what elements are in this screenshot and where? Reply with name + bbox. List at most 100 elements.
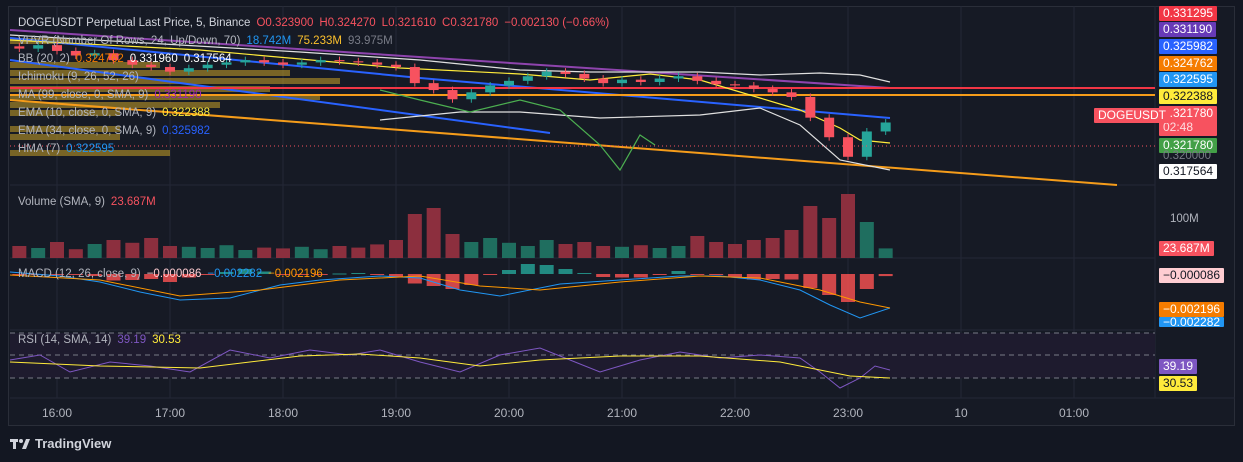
- macd-legend[interactable]: MACD (12, 26, close, 9) −0.000086 −0.00228…: [18, 268, 329, 280]
- candle: [278, 62, 288, 65]
- macd-histogram-bar: [709, 274, 724, 275]
- macd-histogram-bar: [351, 273, 366, 274]
- volume-bar: [294, 246, 309, 258]
- vpvr-down: 75.233M: [297, 35, 342, 47]
- volume-bar: [125, 242, 140, 258]
- ma99-line: [9, 29, 891, 89]
- symbol-legend[interactable]: DOGEUSDT Perpetual Last Price, 5, Binanc…: [18, 17, 615, 29]
- tradingview-logo-icon: [10, 438, 30, 449]
- ma-label: MA (99, close, 0, SMA, 9): [18, 89, 149, 101]
- candle: [165, 67, 175, 72]
- ichimoku-label: Ichimoku (9, 26, 52, 26): [18, 71, 139, 83]
- price-tag-bb: 0.324762: [1159, 56, 1218, 71]
- macd-histogram-bar: [87, 274, 102, 276]
- macd-histogram-bar: [50, 274, 64, 275]
- close-value: 0.321780: [450, 17, 499, 29]
- close-label: C: [442, 17, 451, 29]
- candle: [466, 92, 477, 100]
- bb-lower: 0.317564: [183, 53, 232, 65]
- candle: [767, 88, 778, 93]
- volume-bar: [671, 246, 686, 258]
- volume-bar: [87, 244, 102, 258]
- volume-bar: [803, 206, 818, 258]
- volume-bar: [746, 240, 761, 258]
- ichimoku-legend[interactable]: Ichimoku (9, 26, 52, 26): [18, 71, 145, 83]
- ema10-legend[interactable]: EMA (10, close, 0, SMA, 9) 0.322388: [18, 107, 216, 119]
- macd-histogram-bar: [841, 274, 855, 302]
- bb-label: BB (20, 2): [18, 53, 70, 65]
- volume-bar: [144, 238, 159, 258]
- vpvr-label: VPVR (Number Of Rows, 24, Up/Down, 70): [18, 35, 241, 47]
- rsi-legend[interactable]: RSI (14, SMA, 14) 39.19 30.53: [18, 334, 187, 346]
- candle: [183, 68, 194, 72]
- macd-histogram-bar: [144, 274, 159, 279]
- candle: [391, 64, 401, 68]
- candle: [786, 92, 797, 97]
- macd-histogram-bar: [200, 274, 215, 275]
- vpvr-legend[interactable]: VPVR (Number Of Rows, 24, Up/Down, 70) 18…: [18, 35, 399, 47]
- volume-legend[interactable]: Volume (SMA, 9) 23.687M: [18, 196, 162, 208]
- candle: [635, 79, 646, 82]
- candle: [730, 84, 740, 86]
- volume-bar: [558, 244, 573, 258]
- candle: [259, 60, 270, 63]
- symbol-title: DOGEUSDT Perpetual Last Price, 5, Binanc…: [18, 17, 251, 29]
- ema10-label: EMA (10, close, 0, SMA, 9): [18, 107, 157, 119]
- tradingview-logo[interactable]: TradingView: [10, 436, 111, 451]
- hma-legend[interactable]: HMA (7) 0.322595: [18, 143, 120, 155]
- time-label: 18:00: [267, 406, 299, 420]
- macd-histogram-bar: [389, 274, 403, 277]
- macd-tag: −0.002282: [1159, 317, 1225, 327]
- volume-bar: [200, 248, 215, 258]
- drawings: [9, 29, 1155, 186]
- candle: [673, 76, 684, 79]
- ma-legend[interactable]: MA (99, close, 0, SMA, 9) 0.331190: [18, 89, 208, 101]
- bb-upper-line: [9, 34, 891, 83]
- volume-bar: [483, 238, 498, 258]
- volume-tag: 23.687M: [1159, 241, 1214, 256]
- candle: [33, 45, 44, 49]
- candle: [504, 80, 514, 86]
- volume-grid-label: 100M: [1170, 213, 1199, 225]
- macd-histogram-bar: [370, 274, 385, 275]
- candle: [52, 45, 62, 51]
- ema10-value: 0.322388: [162, 107, 211, 119]
- macd-histogram-bar: [294, 274, 309, 275]
- macd-label: MACD (12, 26, close, 9): [18, 268, 141, 280]
- macd-histogram-bar: [577, 273, 592, 274]
- volume-bar: [445, 234, 460, 258]
- volume-bar: [106, 240, 121, 258]
- candle: [353, 61, 364, 63]
- candle: [541, 71, 552, 77]
- volume-bar: [577, 242, 592, 258]
- candle: [617, 79, 627, 84]
- rsi-value: 39.19: [117, 334, 147, 346]
- candle: [296, 62, 307, 65]
- candle: [485, 85, 496, 93]
- volume-bar: [426, 208, 441, 258]
- bb-upper: 0.331960: [129, 53, 178, 65]
- hma-label: HMA (7): [18, 143, 61, 155]
- volume-bar: [539, 240, 554, 258]
- macd-histogram-bar: [652, 274, 667, 275]
- volume-bar: [181, 246, 196, 258]
- candles: [14, 41, 891, 161]
- volume-bar: [31, 248, 46, 258]
- macd-histogram-bar: [765, 274, 780, 279]
- rsi-line: [9, 347, 891, 389]
- candle: [711, 80, 722, 85]
- macd-histogram-bar: [426, 274, 441, 286]
- volume-bar: [728, 244, 742, 258]
- brand-name: TradingView: [35, 436, 112, 451]
- ema34-legend[interactable]: EMA (34, close, 0, SMA, 9) 0.325982: [18, 125, 216, 137]
- ema34-value: 0.325982: [162, 125, 211, 137]
- volume-bar: [690, 236, 705, 258]
- candle: [880, 122, 891, 132]
- bb-legend[interactable]: BB (20, 2) 0.324762 0.331960 0.317564: [18, 53, 238, 65]
- macd-histogram-bar: [671, 271, 686, 274]
- candle: [409, 67, 420, 84]
- candle: [692, 76, 703, 81]
- last-price: 0.321780: [1163, 106, 1214, 120]
- macd-histogram-bar: [615, 274, 629, 278]
